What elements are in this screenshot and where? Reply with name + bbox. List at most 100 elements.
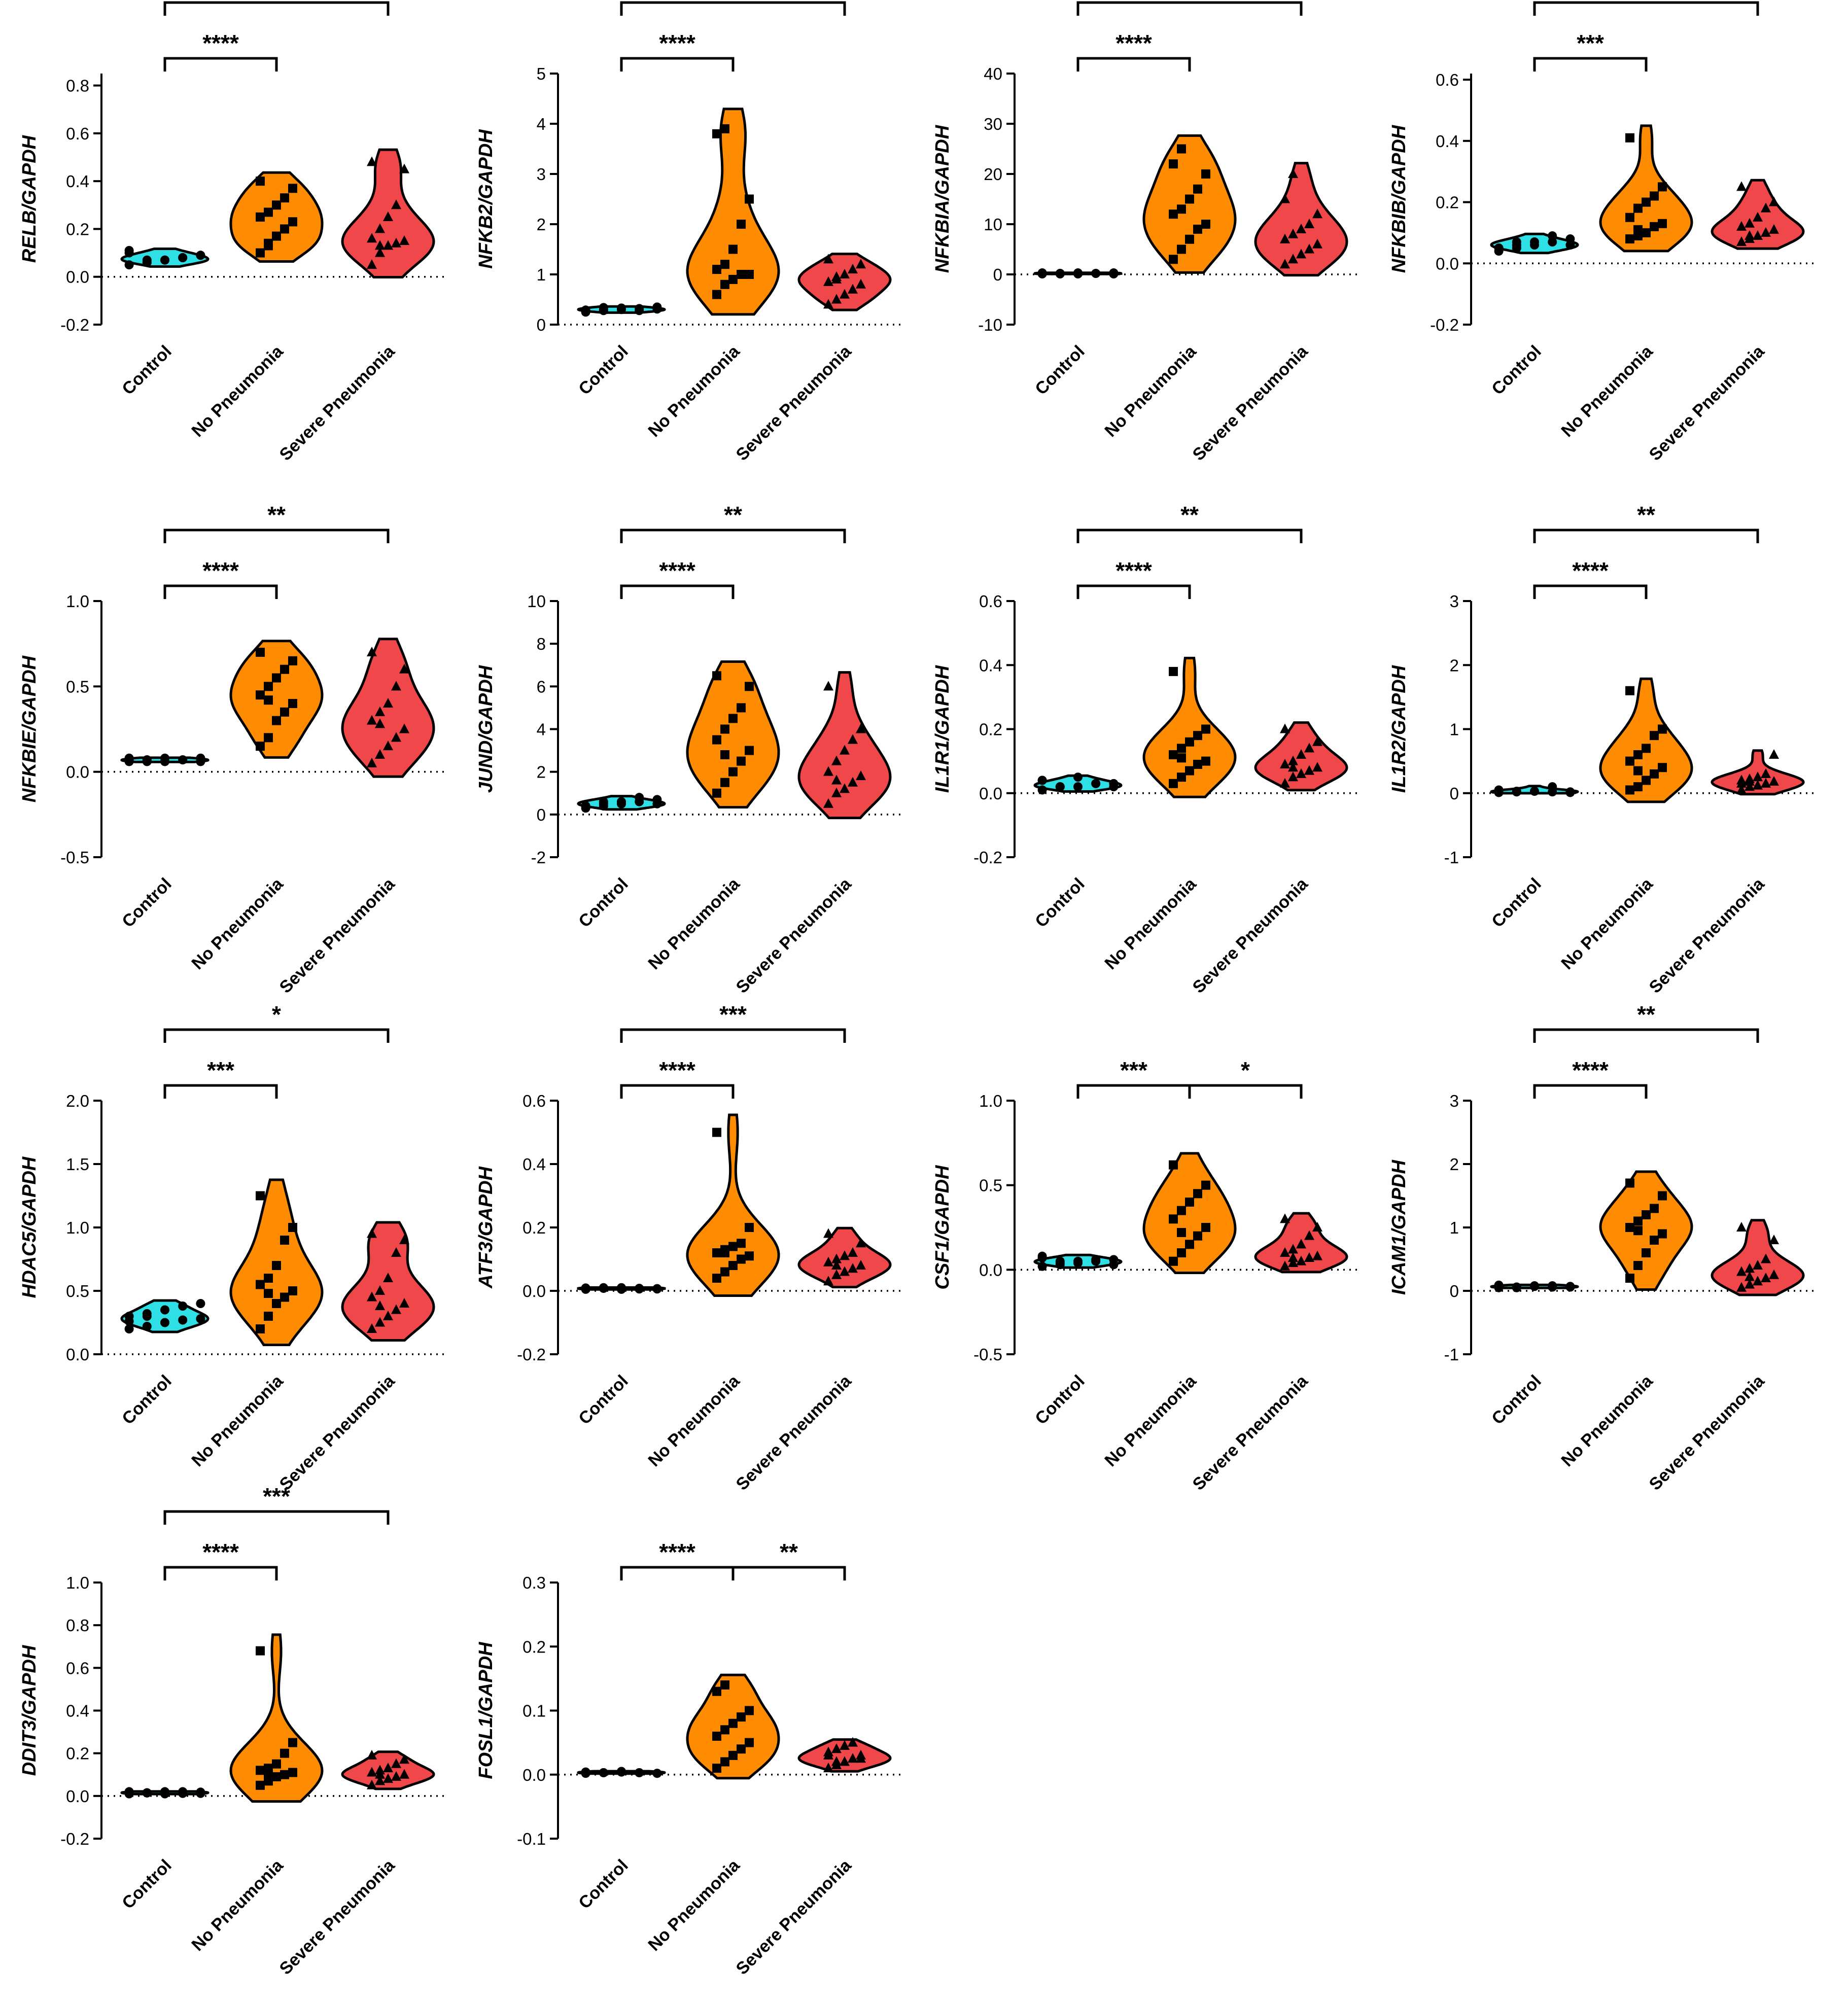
bracket-line [163,1028,390,1043]
data-point [1312,1222,1322,1232]
data-point [1625,785,1634,795]
data-point [1288,168,1298,178]
category-label: No Pneumonia [1101,341,1200,441]
category-label: No Pneumonia [1557,874,1657,973]
y-tick-label: 0.8 [66,1616,89,1635]
data-point [1185,234,1194,244]
data-point [383,698,393,708]
violin-no_pneumonia [686,1113,780,1297]
y-tick-label: 10 [527,592,546,611]
bracket-line [620,57,735,72]
data-point [1055,1256,1065,1266]
category-label: Control [1031,874,1088,931]
data-point [1625,686,1634,695]
data-point [1736,221,1747,231]
y-tick-label: 0 [1450,784,1459,803]
data-point [1633,750,1643,759]
data-point [264,1289,273,1298]
significance-bracket: *** [620,1001,846,1043]
data-point [1304,219,1314,228]
data-point [1177,144,1186,154]
y-tick-label: 1.0 [66,592,89,611]
data-point [1288,254,1298,264]
data-point [1169,779,1178,788]
data-point [399,1235,409,1244]
data-point [196,251,205,260]
data-point [848,1753,858,1763]
data-point [1073,772,1083,782]
y-tick-label: 0.0 [66,268,89,287]
data-point [1312,736,1322,746]
data-point [124,1788,134,1798]
data-point [1312,208,1322,219]
data-point [375,1285,385,1295]
bracket-line [731,1566,846,1580]
data-point [178,1315,188,1325]
data-point [1736,784,1747,794]
data-point [280,224,289,234]
data-point [831,1743,842,1753]
data-point [1512,1282,1521,1292]
data-point [840,1756,850,1766]
data-point [288,1738,297,1747]
category-label: No Pneumonia [644,341,744,441]
data-point [840,783,850,793]
y-tick-label: 0.2 [522,1637,546,1656]
data-point [599,797,608,806]
data-point [1312,762,1322,772]
y-tick-label: 40 [984,64,1002,83]
data-point [745,1251,754,1261]
y-tick-label: 30 [984,115,1002,133]
data-point [823,1256,833,1267]
data-point [635,306,644,315]
data-point [1642,228,1651,237]
data-point [745,270,754,279]
significance-label: *** [1577,30,1604,56]
y-tick-label: -1 [1444,848,1459,867]
bracket-line [620,584,735,599]
significance-bracket: ** [163,0,390,16]
data-point [581,1767,590,1777]
data-point [823,766,833,776]
y-tick-label: 0.6 [66,124,89,143]
significance-bracket: **** [620,30,735,72]
bracket-line [620,1566,735,1580]
data-point [142,757,152,766]
data-point [1736,181,1747,191]
data-point [745,194,754,204]
data-point [1037,269,1047,278]
y-tick-label: 0.6 [522,1092,546,1110]
data-point [823,681,833,691]
significance-label: ** [1180,502,1199,528]
data-point [1548,782,1557,792]
category-label: No Pneumonia [644,1855,744,1955]
data-point [391,1758,401,1768]
y-axis-label: FOSL1/GAPDH [475,1641,497,1779]
category-label: No Pneumonia [1101,874,1200,973]
data-point [264,682,273,691]
data-point [367,1767,377,1777]
significance-label: **** [659,557,695,584]
y-tick-label: -0.1 [517,1830,546,1848]
y-tick-label: -0.2 [973,848,1002,867]
data-point [391,681,401,691]
data-point [581,801,590,811]
data-point [1280,259,1290,269]
significance-bracket: ** [1076,502,1303,543]
data-point [1169,1160,1178,1170]
data-point [256,1280,265,1289]
data-point [823,798,833,808]
data-point [599,303,608,312]
data-point [399,1769,409,1779]
significance-label: ** [1637,0,1655,1]
category-label: Severe Pneumonia [733,1855,856,1979]
data-point [1625,133,1634,143]
chart-panel-1: -0.2 0.0 0.2 0.4 0.6 0.8 RELB/GAPDH Control No P… [19,0,446,465]
data-point [823,1276,833,1286]
significance-bracket: *** [1533,30,1648,72]
significance-bracket: *** [1076,1057,1191,1099]
data-point [1055,269,1065,279]
data-point [1296,1239,1306,1249]
data-point [383,1311,393,1320]
data-point [272,716,281,725]
